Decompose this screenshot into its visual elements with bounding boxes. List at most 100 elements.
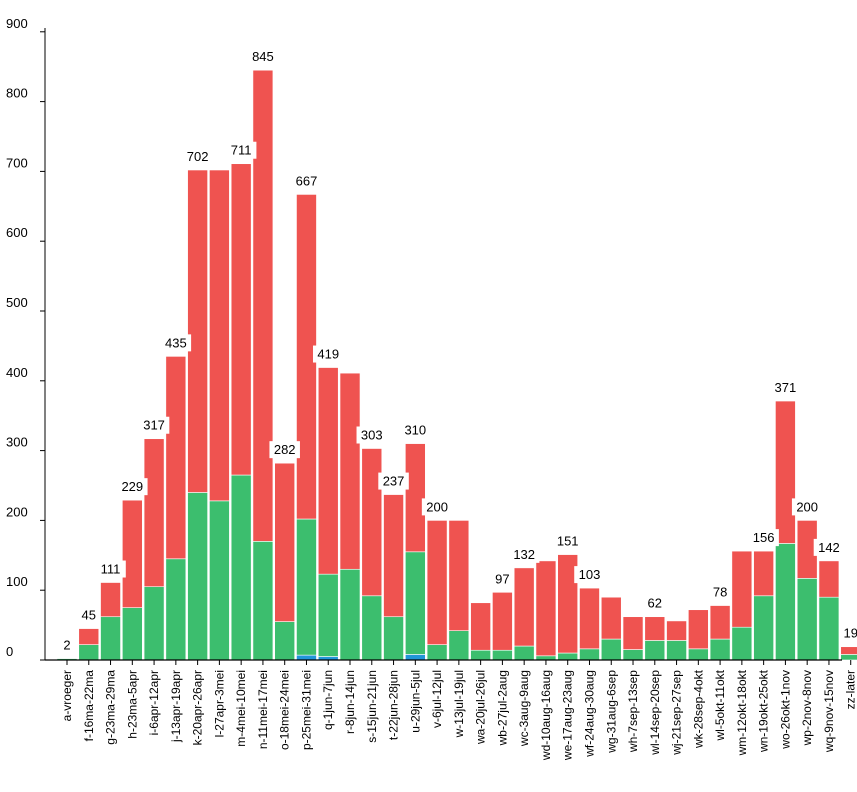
bar-segment-red [840, 646, 857, 655]
x-tick-label: wl-5okt-11okt [713, 669, 727, 741]
bar-segment-red [187, 169, 208, 493]
bar-segment-green [187, 492, 208, 661]
data-label-box [182, 148, 213, 166]
bar-segment-green [361, 595, 383, 661]
bar-segment-green [78, 644, 100, 661]
bar-segment-red [688, 609, 709, 650]
bar-segment-red [731, 550, 753, 628]
x-axis: a-vroeger f-16ma-22ma g-23ma-29ma h-23ma-5a… [45, 659, 857, 761]
bar-segment-red [600, 596, 622, 640]
bar-segment-red [644, 616, 666, 641]
data-label-box [421, 498, 453, 516]
data-label-box [643, 594, 667, 612]
bar-segment-red [470, 602, 491, 651]
data-label: 317 [143, 418, 165, 433]
bar-segment-red [709, 605, 731, 640]
bar-segment-red [818, 560, 840, 598]
bar-segment-red [492, 591, 513, 651]
data-label-box [490, 570, 514, 588]
x-tick-label: s-15jun-21jun [365, 670, 379, 743]
bar-segment-green [622, 649, 644, 661]
x-tick-label: f-16ma-22ma [82, 670, 96, 742]
data-label: 282 [274, 442, 296, 457]
data-label-box [269, 441, 300, 459]
bar-segment-green [426, 644, 448, 661]
x-tick-label: r-8jun-14jun [343, 670, 357, 734]
bar-segment-red [557, 554, 579, 654]
bar-segment-red [274, 462, 296, 622]
data-label-box [813, 538, 845, 556]
bar-segment-green [230, 474, 252, 661]
data-label-box [708, 583, 732, 601]
data-label-box [770, 379, 801, 397]
bar-segment-green [122, 607, 143, 661]
bar-segment-green [339, 568, 361, 661]
bar-segment-green [513, 645, 535, 661]
x-tick-label: n-11mei-17mei [256, 670, 270, 749]
x-tick-label: wo-26okt-1nov [778, 670, 792, 750]
data-label: 419 [317, 347, 339, 362]
data-label: 132 [513, 547, 535, 562]
data-label-box [117, 478, 148, 496]
x-tick-label: o-18mei-24mei [278, 670, 292, 750]
bar-segment-green [470, 649, 491, 661]
data-label: 200 [426, 499, 448, 514]
data-label: 111 [101, 562, 121, 577]
data-label-box [400, 421, 431, 439]
bar-segment-green [775, 543, 796, 661]
x-tick-label: wh-7sep-13sep [626, 670, 640, 753]
bar-segment-red [448, 520, 470, 631]
x-tick-label: wk-28sep-4okt [691, 669, 705, 749]
bar-segment-green [252, 541, 274, 661]
y-tick-label: 400 [6, 365, 28, 380]
data-label: 78 [713, 585, 727, 600]
bar-segment-red [753, 550, 774, 597]
data-label-box [160, 334, 192, 352]
data-label-box [95, 560, 126, 578]
data-label-box [291, 172, 322, 190]
data-label-box [748, 529, 779, 547]
bar-segment-red [122, 499, 143, 608]
data-label: 310 [404, 423, 426, 438]
bar-segment-green [796, 578, 818, 661]
data-label-box [508, 545, 540, 563]
data-label: 371 [775, 380, 797, 395]
x-tick-label: wf-24aug-30aug [582, 670, 596, 758]
bar-segment-green [209, 500, 230, 661]
x-tick-label: g-23ma-29ma [104, 670, 118, 745]
bar-segment-green [296, 518, 317, 656]
x-tick-label: q-1jun-7jun [321, 670, 335, 730]
data-label-box [839, 624, 857, 642]
bar-segment-green [818, 596, 840, 661]
data-label: 103 [579, 567, 601, 582]
bar-segment-green [383, 616, 404, 661]
x-tick-label: i-6apr-12apr [147, 670, 161, 735]
bars [56, 69, 857, 661]
x-tick-label: wj-21sep-27sep [670, 670, 684, 756]
x-tick-label: wb-27jul-2aug [495, 670, 509, 746]
data-label: 200 [796, 499, 818, 514]
bar-segment-green [644, 640, 666, 661]
x-tick-label: a-vroeger [60, 670, 74, 721]
data-label: 97 [495, 571, 509, 586]
y-tick-label: 900 [6, 16, 28, 31]
x-tick-label: wm-12okt-18okt [735, 669, 749, 756]
bar-segment-green [731, 626, 753, 661]
bar-segment-red [361, 448, 383, 597]
x-tick-label: wl-14sep-20sep [648, 670, 662, 756]
bar-segment-red [383, 494, 404, 618]
bar-segment-green [840, 654, 857, 661]
bar-segment-green [753, 595, 774, 661]
x-tick-label: wc-3aug-9aug [517, 670, 531, 747]
bar-segment-green [317, 573, 339, 657]
data-label-box [378, 472, 409, 490]
data-label: 229 [121, 479, 143, 494]
x-tick-label: wd-10aug-16aug [539, 670, 553, 761]
x-tick-label: we-17aug-23aug [561, 670, 575, 761]
data-label: 156 [753, 530, 775, 545]
x-tick-label: wn-19okt-25okt [757, 669, 771, 753]
data-label: 151 [557, 534, 579, 549]
bar-segment-green [666, 640, 687, 661]
bar-segment-red [426, 520, 448, 645]
